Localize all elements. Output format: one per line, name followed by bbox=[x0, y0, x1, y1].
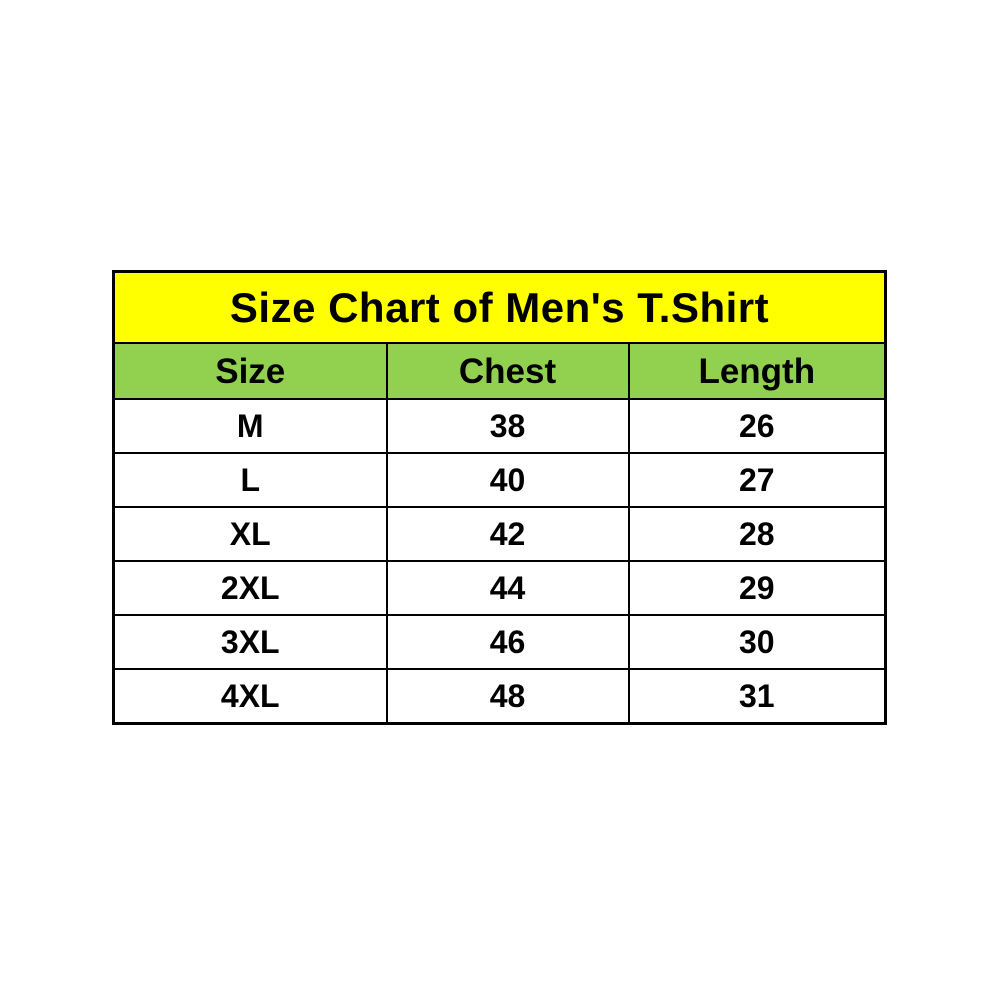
size-cell: 2XL bbox=[112, 560, 388, 616]
chest-cell: 38 bbox=[385, 398, 630, 454]
length-cell: 30 bbox=[627, 614, 887, 670]
chest-cell: 48 bbox=[385, 668, 630, 725]
size-cell: XL bbox=[112, 506, 388, 562]
length-cell: 31 bbox=[627, 668, 887, 725]
table-header-row: Size Chest Length bbox=[112, 342, 887, 400]
size-cell: 3XL bbox=[112, 614, 388, 670]
table-row: 4XL 48 31 bbox=[112, 668, 887, 725]
size-chart-table: Size Chart of Men's T.Shirt Size Chest L… bbox=[112, 270, 888, 725]
column-header-chest: Chest bbox=[385, 342, 630, 400]
table-title-row: Size Chart of Men's T.Shirt bbox=[112, 270, 887, 344]
length-cell: 26 bbox=[627, 398, 887, 454]
chest-cell: 40 bbox=[385, 452, 630, 508]
table-row: XL 42 28 bbox=[112, 506, 887, 562]
chest-cell: 42 bbox=[385, 506, 630, 562]
length-cell: 27 bbox=[627, 452, 887, 508]
table-title: Size Chart of Men's T.Shirt bbox=[112, 270, 887, 344]
table-row: M 38 26 bbox=[112, 398, 887, 454]
table-row: L 40 27 bbox=[112, 452, 887, 508]
length-cell: 28 bbox=[627, 506, 887, 562]
size-cell: L bbox=[112, 452, 388, 508]
table-row: 2XL 44 29 bbox=[112, 560, 887, 616]
table-row: 3XL 46 30 bbox=[112, 614, 887, 670]
column-header-size: Size bbox=[112, 342, 388, 400]
chest-cell: 44 bbox=[385, 560, 630, 616]
size-cell: M bbox=[112, 398, 388, 454]
length-cell: 29 bbox=[627, 560, 887, 616]
chest-cell: 46 bbox=[385, 614, 630, 670]
size-cell: 4XL bbox=[112, 668, 388, 725]
column-header-length: Length bbox=[627, 342, 887, 400]
